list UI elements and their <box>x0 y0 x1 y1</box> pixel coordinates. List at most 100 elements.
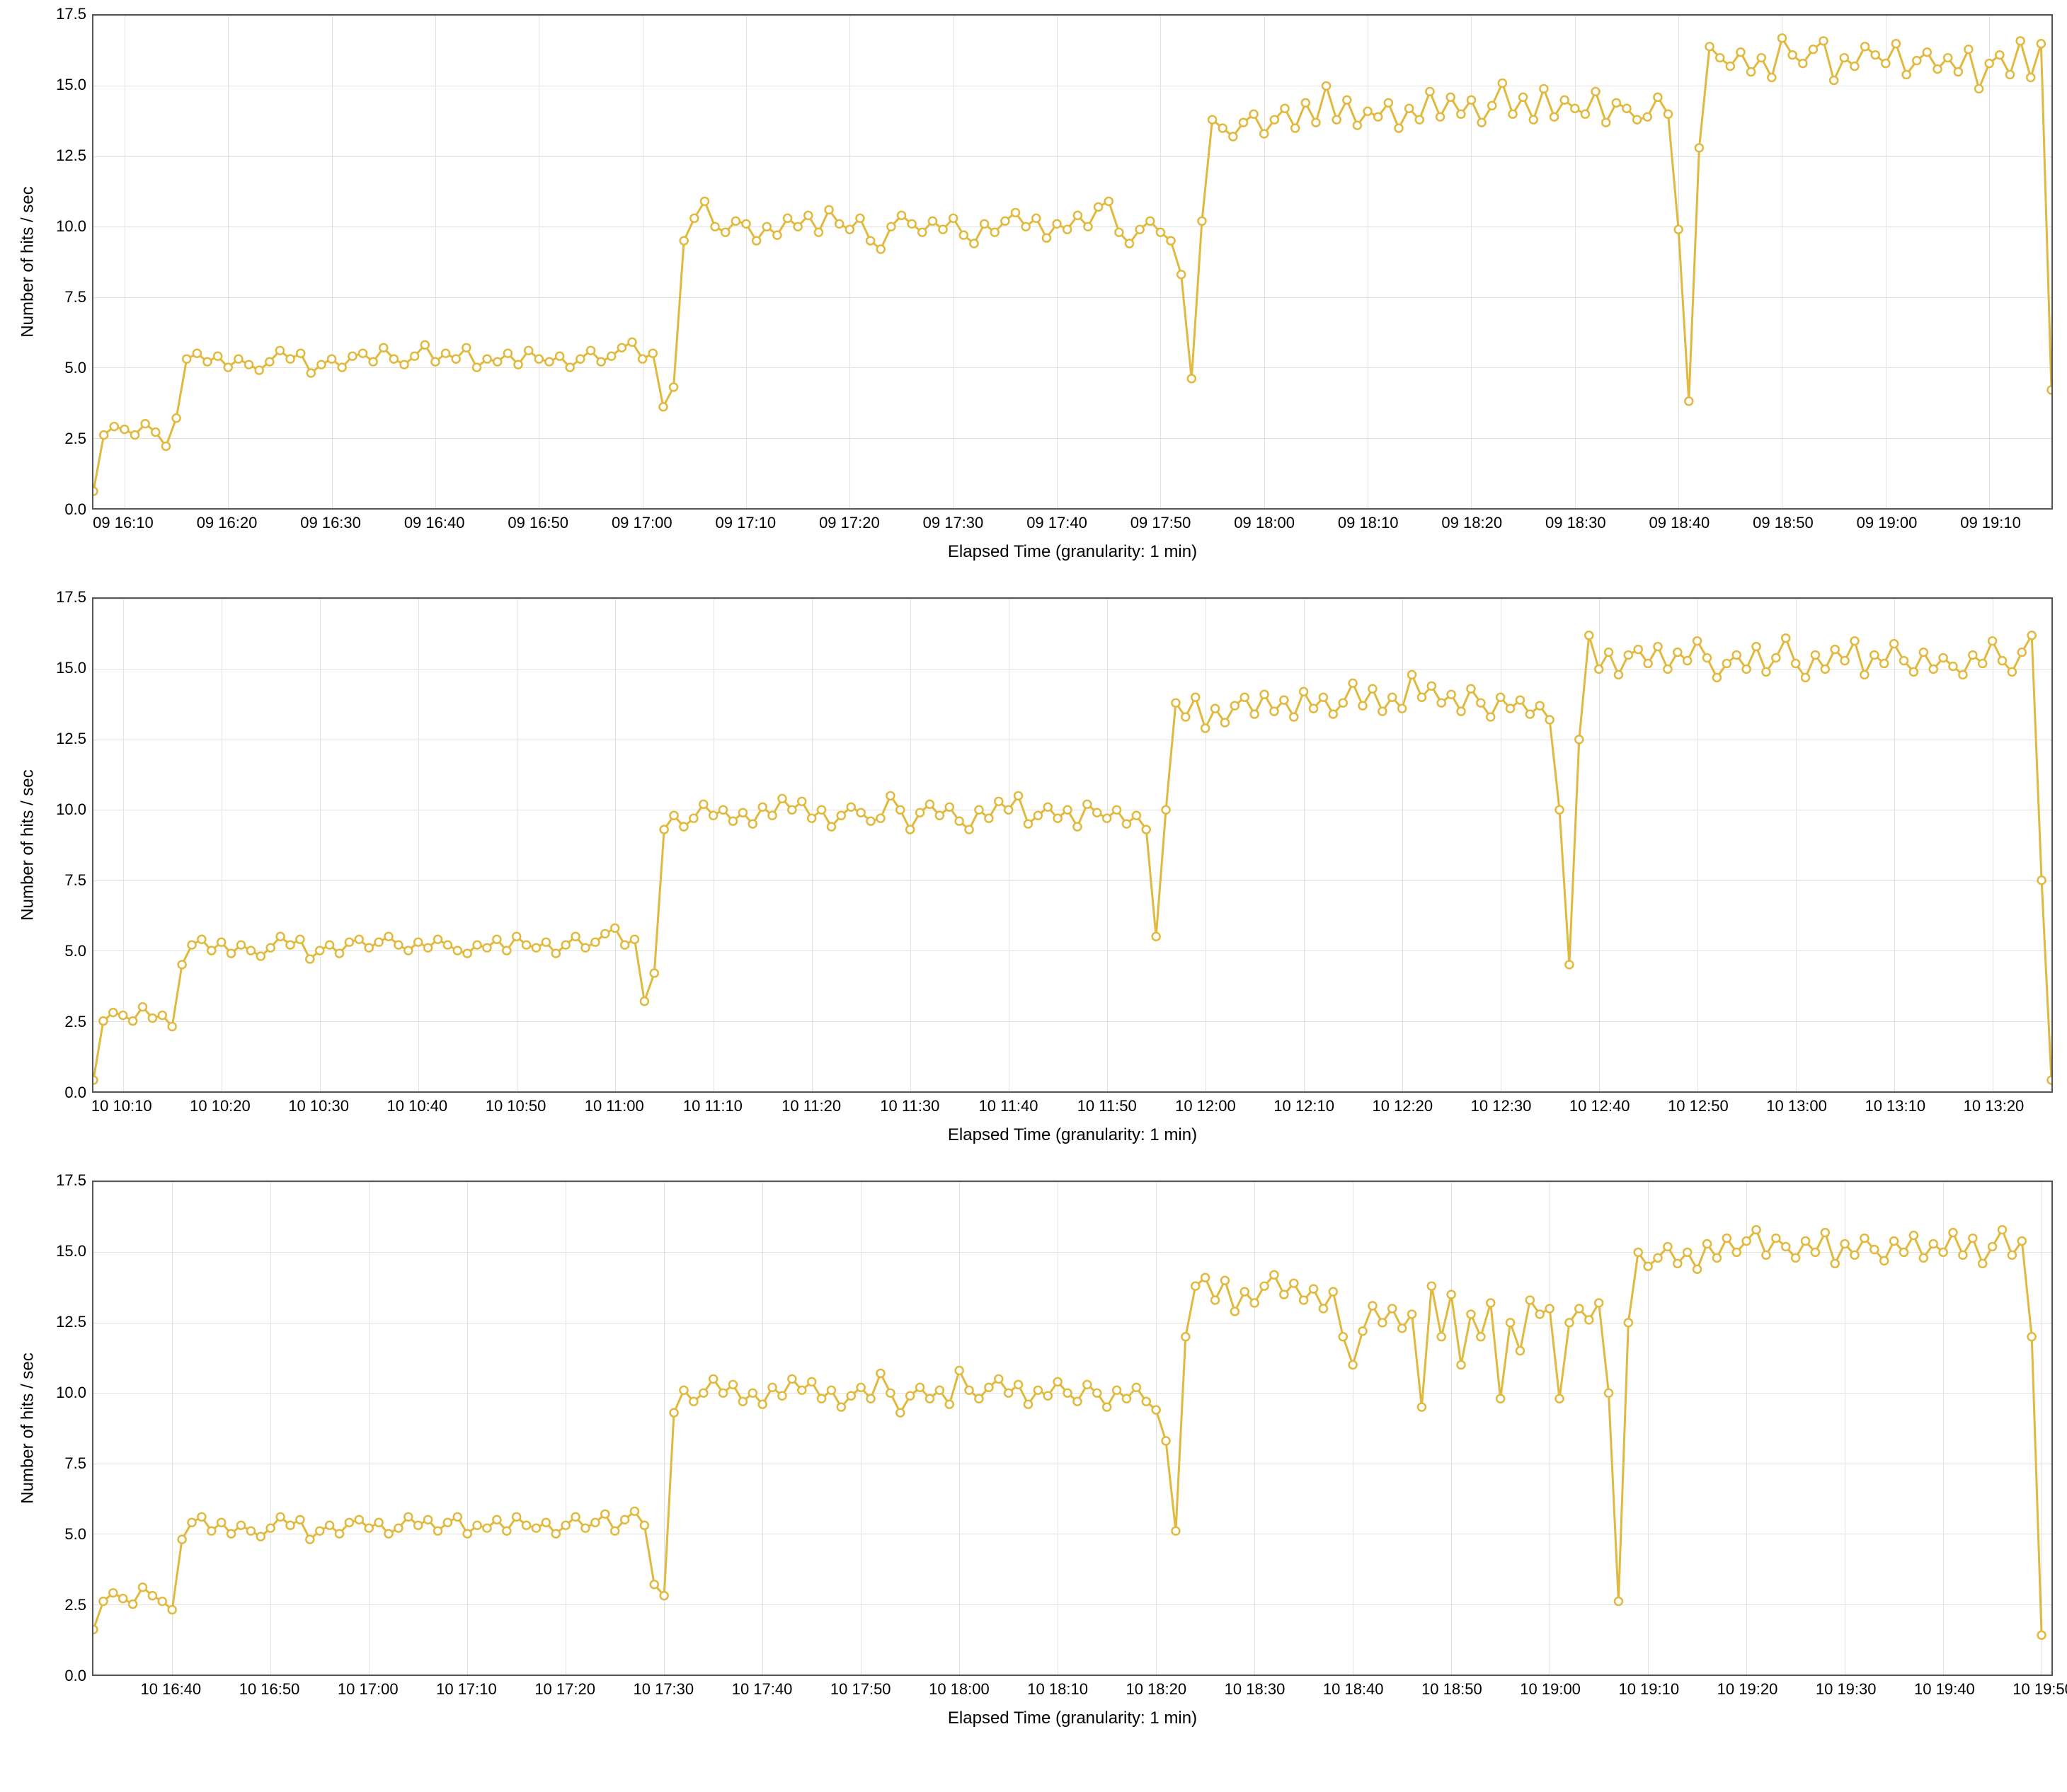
data-point <box>1530 116 1538 124</box>
data-point <box>1959 1251 1966 1259</box>
data-point <box>1458 1361 1465 1369</box>
x-tick: 10 11:00 <box>585 1097 644 1115</box>
data-point <box>1152 1406 1160 1414</box>
data-point <box>649 350 657 357</box>
data-point <box>1448 1291 1455 1299</box>
data-point <box>1211 705 1219 713</box>
data-point <box>1716 54 1724 62</box>
data-point <box>1625 651 1632 659</box>
x-tick: 10 11:30 <box>880 1097 939 1115</box>
data-point <box>1353 122 1361 130</box>
data-point <box>532 1524 540 1532</box>
x-tick: 10 11:20 <box>781 1097 841 1115</box>
data-point <box>739 809 747 817</box>
data-point <box>245 361 253 369</box>
data-point <box>1988 637 1996 645</box>
data-point <box>139 1583 147 1591</box>
data-point <box>1930 665 1937 673</box>
x-tick: 10 19:00 <box>1520 1680 1581 1699</box>
data-point <box>355 1516 363 1524</box>
data-point <box>699 1389 707 1397</box>
data-point <box>247 947 255 955</box>
data-point <box>847 1392 855 1400</box>
data-point <box>701 197 709 205</box>
data-point <box>444 941 452 949</box>
y-tick: 12.5 <box>56 147 86 165</box>
data-point <box>1880 660 1888 667</box>
data-point <box>1385 99 1392 107</box>
data-point <box>1556 1395 1564 1403</box>
data-point <box>1181 1333 1189 1340</box>
x-tick: 09 18:20 <box>1441 514 1502 532</box>
data-point <box>483 1524 491 1532</box>
data-point <box>379 344 387 352</box>
data-point <box>828 823 835 831</box>
data-point <box>1083 1381 1091 1389</box>
x-tick: 10 12:40 <box>1569 1097 1630 1115</box>
data-point <box>680 237 688 245</box>
x-tick: 10 19:30 <box>1816 1680 1877 1699</box>
data-point <box>1526 711 1534 718</box>
data-point <box>876 1369 884 1377</box>
data-point <box>886 1389 894 1397</box>
data-point <box>576 355 584 363</box>
data-point <box>1032 214 1040 222</box>
data-point <box>887 223 895 231</box>
data-point <box>1986 59 1993 67</box>
data-point <box>631 1507 639 1515</box>
data-point <box>641 997 648 1005</box>
data-point <box>1231 1307 1239 1315</box>
data-point <box>1260 130 1268 138</box>
data-point <box>1634 645 1642 653</box>
data-point <box>1979 1260 1986 1268</box>
data-point <box>1241 694 1249 701</box>
data-point <box>591 1519 599 1527</box>
data-point <box>1870 651 1878 659</box>
y-tick: 5.0 <box>64 1525 86 1544</box>
data-point <box>1319 694 1327 701</box>
data-point <box>1219 125 1227 132</box>
data-point <box>1506 1319 1514 1326</box>
data-point <box>1940 654 1947 662</box>
data-point <box>1605 1389 1613 1397</box>
data-point <box>1329 1288 1337 1296</box>
data-point <box>804 212 812 219</box>
data-point <box>1762 1251 1770 1259</box>
data-point <box>1064 806 1072 814</box>
data-point <box>1664 110 1672 118</box>
data-point <box>1024 820 1032 828</box>
data-point <box>1001 217 1009 225</box>
x-tick: 09 18:30 <box>1545 514 1606 532</box>
y-tick: 10.0 <box>56 800 86 819</box>
data-point <box>119 1595 127 1602</box>
data-point <box>1191 694 1199 701</box>
data-point <box>709 1375 717 1383</box>
x-tick: 10 10:40 <box>387 1097 448 1115</box>
data-point <box>1747 68 1755 76</box>
data-point <box>1930 1240 1937 1248</box>
data-point <box>1467 1310 1475 1318</box>
data-point <box>699 800 707 808</box>
data-point <box>611 924 619 932</box>
data-point <box>1349 1361 1357 1369</box>
data-point <box>203 358 211 366</box>
data-point <box>237 1522 245 1529</box>
data-point <box>1291 125 1299 132</box>
data-point <box>1143 826 1150 834</box>
data-point <box>1556 806 1564 814</box>
data-point <box>434 1527 442 1535</box>
data-point <box>1251 1299 1259 1307</box>
data-point <box>316 947 323 955</box>
data-point <box>837 1403 845 1411</box>
data-point <box>591 938 599 946</box>
data-point <box>1913 57 1920 64</box>
data-point <box>985 1384 992 1391</box>
data-point <box>837 812 845 820</box>
data-point <box>139 1003 147 1011</box>
data-point <box>2028 1333 2036 1340</box>
x-tick: 10 13:00 <box>1766 1097 1827 1115</box>
data-point <box>2047 1076 2051 1084</box>
data-point <box>404 1513 412 1521</box>
data-point <box>2008 668 2016 676</box>
data-point <box>1084 223 1092 231</box>
